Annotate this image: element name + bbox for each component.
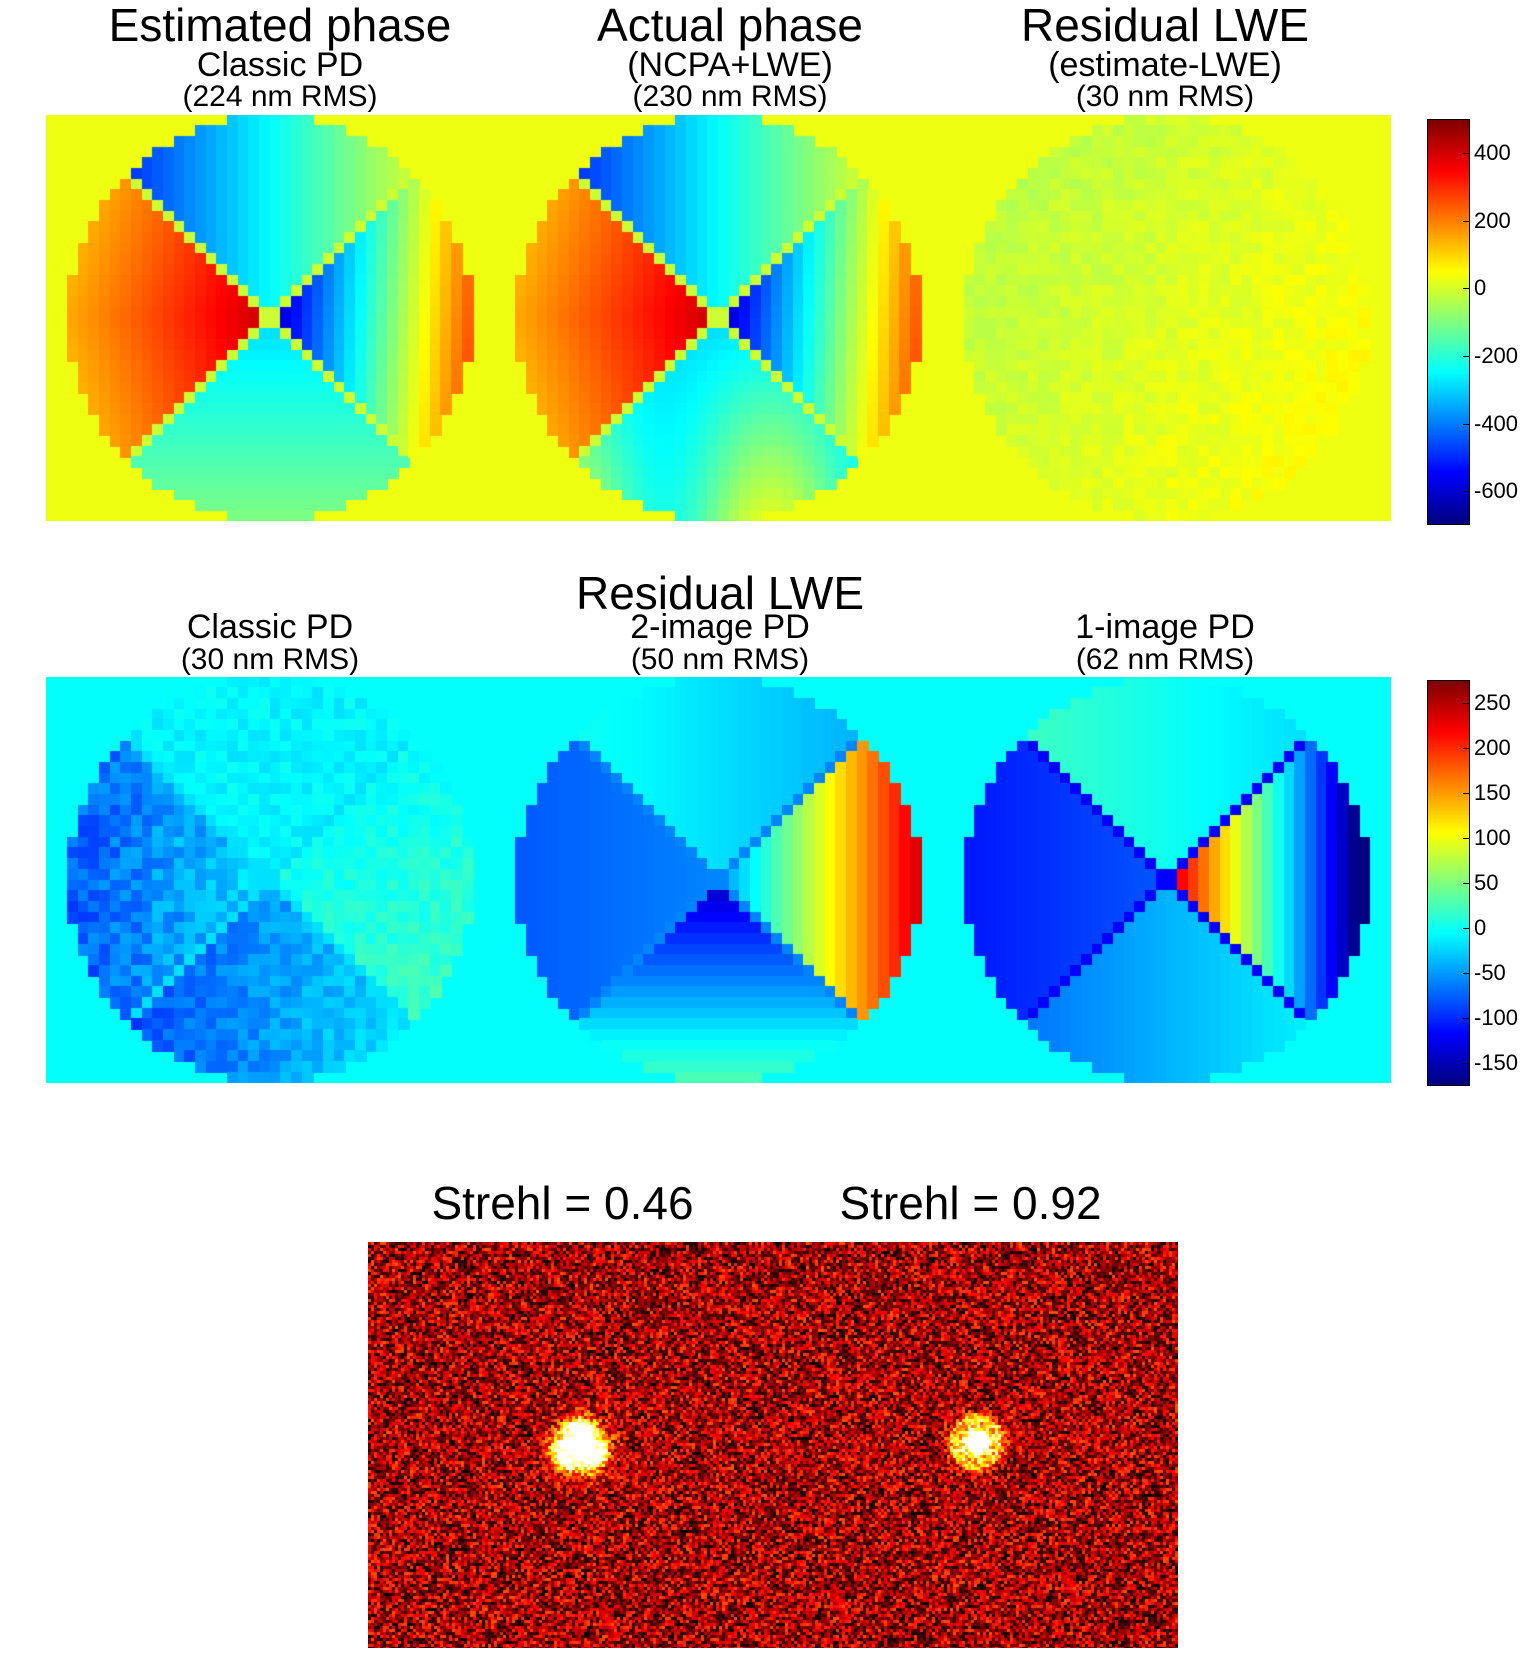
top-panel-1-title: Estimated phase bbox=[108, 0, 452, 51]
colorbar-tick-mark bbox=[1463, 355, 1469, 357]
middle-colorbar bbox=[1427, 680, 1470, 1086]
middle-panel-3-rms: (62 nm RMS) bbox=[1075, 643, 1255, 676]
colorbar-tick-mark bbox=[1463, 837, 1469, 839]
colorbar-tick-label: -50 bbox=[1474, 960, 1506, 986]
top-panel-2-rms: (230 nm RMS) bbox=[632, 80, 828, 113]
colorbar-tick-label: 200 bbox=[1474, 207, 1511, 233]
top-panel-3-title: Residual LWE bbox=[1020, 0, 1310, 51]
colorbar-tick-mark bbox=[1463, 423, 1469, 425]
top-phase-map bbox=[46, 115, 1391, 521]
top-panel-2-subtitle: (NCPA+LWE) bbox=[627, 46, 833, 84]
colorbar-tick-label: -600 bbox=[1474, 478, 1519, 504]
top-panel-2-title: Actual phase bbox=[597, 0, 863, 51]
top-panel-1-rms: (224 nm RMS) bbox=[182, 80, 378, 113]
middle-panel-1-rms: (30 nm RMS) bbox=[180, 643, 360, 676]
colorbar-tick-mark bbox=[1463, 1063, 1469, 1065]
colorbar-tick-mark bbox=[1463, 220, 1469, 222]
middle-panel-3-subtitle: 1-image PD bbox=[1075, 608, 1255, 646]
top-colorbar bbox=[1427, 119, 1470, 525]
colorbar-tick-mark bbox=[1463, 883, 1469, 884]
middle-panel-2-rms: (50 nm RMS) bbox=[630, 643, 810, 676]
colorbar-tick-label: 50 bbox=[1474, 870, 1499, 895]
colorbar-tick-mark bbox=[1463, 288, 1469, 290]
colorbar-tick-label: 0 bbox=[1474, 275, 1487, 301]
colorbar-tick-label: 100 bbox=[1474, 824, 1511, 850]
top-panel-3-rms: (30 nm RMS) bbox=[1075, 80, 1255, 113]
colorbar-tick-label: 0 bbox=[1474, 915, 1487, 941]
colorbar-tick-mark bbox=[1463, 973, 1469, 975]
colorbar-tick-label: 250 bbox=[1474, 689, 1511, 715]
colorbar-tick-label: -400 bbox=[1474, 410, 1519, 436]
top-panel-1-subtitle: Classic PD bbox=[196, 46, 364, 84]
middle-panel-1-subtitle: Classic PD bbox=[186, 608, 354, 646]
colorbar-tick-label: -100 bbox=[1474, 1005, 1519, 1031]
psf-image bbox=[368, 1242, 1178, 1648]
colorbar-tick-mark bbox=[1463, 152, 1469, 154]
colorbar-tick-label: -200 bbox=[1474, 342, 1519, 368]
middle-row-title: Residual LWE bbox=[575, 567, 865, 619]
middle-panel-2-subtitle: 2-image PD bbox=[630, 608, 810, 646]
colorbar-tick-mark bbox=[1463, 747, 1469, 749]
middle-residual-map bbox=[46, 677, 1391, 1083]
colorbar-tick-mark bbox=[1463, 491, 1469, 493]
top-panel-3-subtitle: (estimate-LWE) bbox=[1048, 46, 1282, 84]
colorbar-tick-mark bbox=[1463, 792, 1469, 794]
colorbar-tick-mark bbox=[1463, 702, 1469, 704]
colorbar-tick-mark bbox=[1463, 1018, 1469, 1020]
colorbar-tick-label: 150 bbox=[1474, 779, 1511, 805]
colorbar-tick-label: -150 bbox=[1474, 1050, 1519, 1076]
colorbar-tick-label: 400 bbox=[1474, 139, 1511, 165]
colorbar-tick-mark bbox=[1463, 928, 1469, 930]
colorbar-tick-label: 200 bbox=[1474, 734, 1511, 760]
strehl-label-left: Strehl = 0.46 bbox=[431, 1177, 694, 1229]
strehl-label-right: Strehl = 0.92 bbox=[839, 1177, 1102, 1229]
